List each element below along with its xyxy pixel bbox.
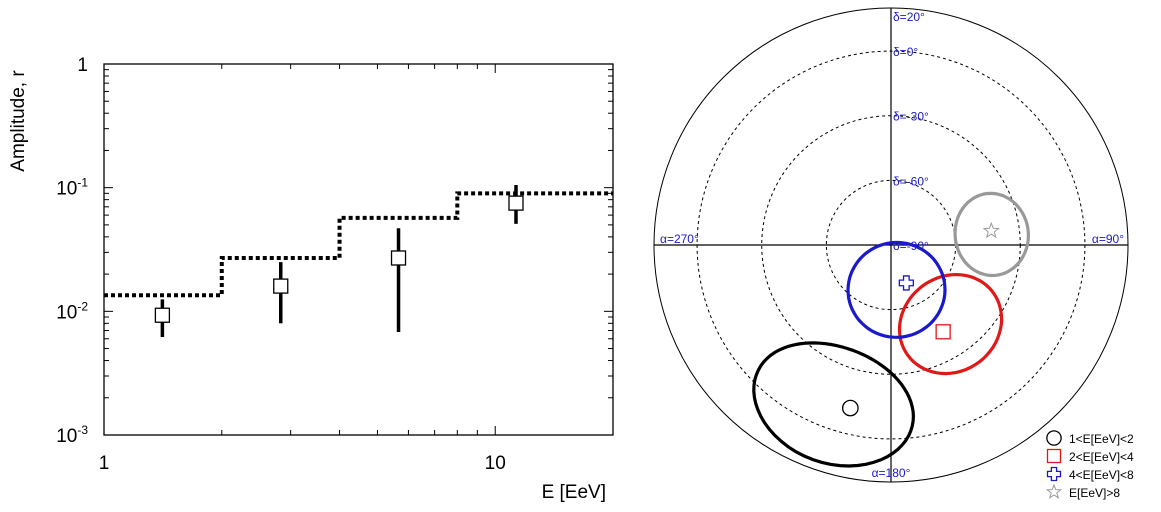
y-tick-label: 10-3	[56, 423, 88, 447]
contour-cross	[846, 240, 947, 339]
legend-label: 2<E[EeV]<4	[1069, 450, 1134, 464]
direction-cross	[898, 275, 914, 291]
contour-square	[897, 272, 1004, 376]
upper-limit-step	[104, 191, 613, 298]
sky-map: δ=20° δ=0° δ=-30° δ=-60° δ=-90° α=270° α=90° α=…	[653, 7, 1134, 500]
contour-star	[953, 191, 1031, 278]
declination-label: δ=0°	[893, 45, 918, 59]
contour-circle	[752, 341, 916, 468]
declination-label: δ=20°	[893, 10, 925, 24]
direction-circle	[841, 399, 859, 417]
data-point	[508, 195, 524, 211]
amplitude-plot-frame	[103, 63, 614, 436]
legend-marker-cross	[1046, 466, 1062, 482]
y-axis-label: Amplitude, r	[8, 70, 29, 172]
data-point	[154, 307, 171, 323]
dipole-directions	[841, 221, 1000, 417]
y-tick-label: 10-1	[56, 176, 88, 200]
y-tick-label: 10-2	[56, 299, 88, 323]
declination-label: δ=-90°	[893, 239, 929, 253]
direction-square	[935, 324, 951, 340]
amplitude-tick-labels: 1 10 10-3 10-2 10-1 1	[56, 55, 506, 474]
legend-marker-square	[1046, 448, 1062, 464]
amplitude-chart: 1 10 10-3 10-2 10-1 1 E [EeV] Amplitude, r	[8, 55, 614, 503]
x-tick-label: 10	[485, 453, 506, 474]
dipole-contours	[752, 191, 1031, 468]
direction-star	[982, 221, 1000, 239]
upper-limit-step-line	[104, 191, 613, 298]
y-tick-label: 1	[77, 55, 88, 76]
legend-marker-circle	[1046, 430, 1062, 446]
x-tick-label: 1	[99, 453, 110, 474]
ra-label: α=180°	[872, 466, 911, 480]
declination-label: δ=-60°	[893, 174, 929, 188]
legend-marker-star	[1045, 483, 1063, 499]
legend-label: 4<E[EeV]<8	[1069, 468, 1134, 482]
declination-label: δ=-30°	[893, 110, 929, 124]
legend-label: E[EeV]>8	[1069, 486, 1120, 500]
ra-label: α=90°	[1092, 232, 1124, 246]
sky-map-grid	[653, 7, 1129, 483]
amplitude-axis-ticks	[103, 63, 614, 436]
x-axis-label: E [EeV]	[542, 482, 606, 503]
data-point	[273, 278, 289, 294]
sky-map-labels: δ=20° δ=0° δ=-30° δ=-60° δ=-90° α=270° α=90° α=…	[660, 10, 1124, 480]
sky-map-legend: 1<E[EeV]<2 2<E[EeV]<4 4<E[EeV]<8 E[EeV]>8	[1045, 430, 1134, 500]
data-point	[390, 250, 407, 266]
ra-label: α=270°	[660, 232, 699, 246]
legend-label: 1<E[EeV]<2	[1069, 432, 1134, 446]
amplitude-points	[154, 185, 524, 338]
